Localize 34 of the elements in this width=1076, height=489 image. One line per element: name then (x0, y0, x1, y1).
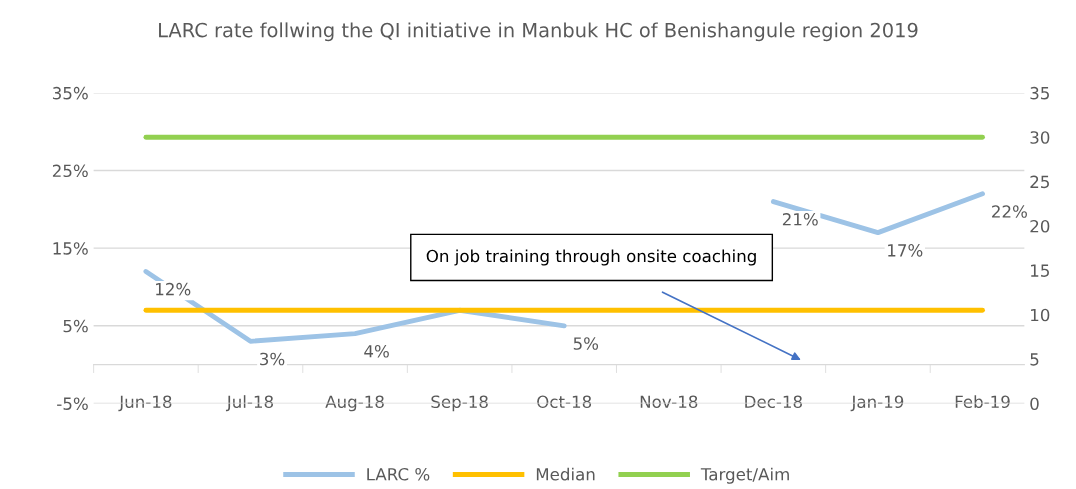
data-label: 22% (992, 205, 1027, 218)
y2-tick-label: 10 (1031, 308, 1050, 322)
legend-label: Target/Aim (700, 467, 789, 484)
y2-tick-label: 20 (1030, 219, 1050, 233)
y-tick-label: 15% (53, 242, 88, 255)
legend-label: Median (536, 467, 595, 481)
legend-label: LARC % (367, 467, 430, 481)
data-label: 5% (573, 337, 599, 350)
y2-tick-label: 35 (1030, 86, 1049, 100)
y-tick-label: 5% (63, 319, 88, 333)
data-label: 17% (888, 244, 923, 257)
y2-tick-label: 30 (1030, 131, 1050, 144)
x-tick-label: Oct-18 (537, 395, 592, 409)
x-tick-label: Feb-19 (955, 395, 1010, 409)
y-tick-label: 35% (52, 86, 88, 100)
x-tick-label: Jun-18 (118, 395, 172, 412)
x-tick-label: Aug-18 (325, 395, 384, 412)
y-tick-label: 25% (52, 164, 88, 178)
y2-tick-label: 15 (1031, 264, 1049, 277)
y2-tick-label: 5 (1030, 353, 1039, 366)
x-tick-label: Nov-18 (640, 395, 698, 409)
y2-tick-label: 25 (1030, 175, 1049, 189)
chart-title: LARC rate follwing the QI initiative in Manbuk HC of Benishangule region 2019 (159, 22, 918, 42)
x-tick-label: Sep-18 (431, 395, 488, 412)
annotation: On job training through onsite coaching (426, 249, 756, 266)
data-label: 4% (364, 344, 389, 358)
x-tick-label: Jul-18 (225, 395, 273, 412)
data-label: 21% (782, 213, 818, 226)
data-label: 12% (156, 282, 191, 296)
y-tick-label: -5% (57, 397, 88, 410)
x-tick-label: Jan-19 (850, 395, 904, 412)
y2-tick-label: 0 (1030, 397, 1039, 410)
x-tick-label: Dec-18 (745, 395, 802, 409)
data-label: 3% (260, 352, 285, 366)
